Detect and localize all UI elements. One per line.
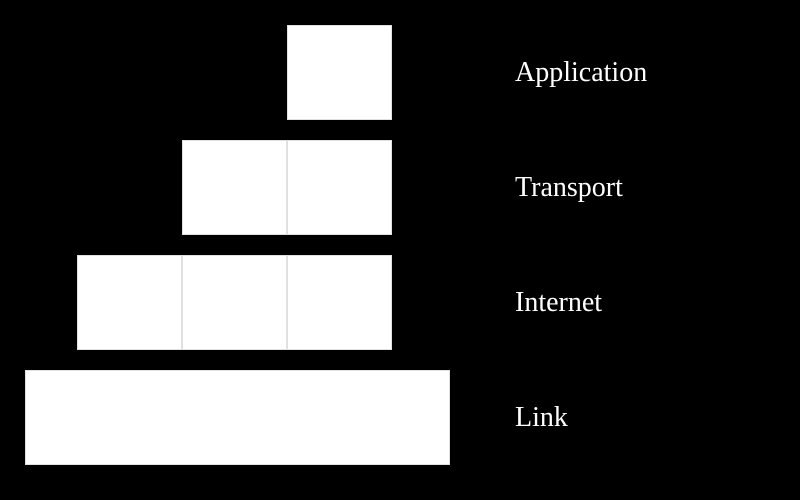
layer-transport-blocks (182, 140, 392, 235)
layer-internet-label: Internet (515, 287, 602, 319)
block (287, 140, 392, 235)
block (182, 140, 287, 235)
layer-transport: Transport (25, 140, 775, 235)
layer-link-blocks (25, 370, 450, 465)
layer-application-label: Application (515, 57, 647, 89)
block (287, 255, 392, 350)
network-layers-diagram: Application Transport Internet Link (25, 25, 775, 475)
block (77, 255, 182, 350)
layer-internet: Internet (25, 255, 775, 350)
layer-transport-label: Transport (515, 172, 623, 204)
layer-application: Application (25, 25, 775, 120)
layer-application-blocks (287, 25, 392, 120)
block (287, 25, 392, 120)
layer-link-label: Link (515, 402, 568, 434)
block (25, 370, 450, 465)
layer-internet-blocks (77, 255, 392, 350)
block (182, 255, 287, 350)
layer-link: Link (25, 370, 775, 465)
